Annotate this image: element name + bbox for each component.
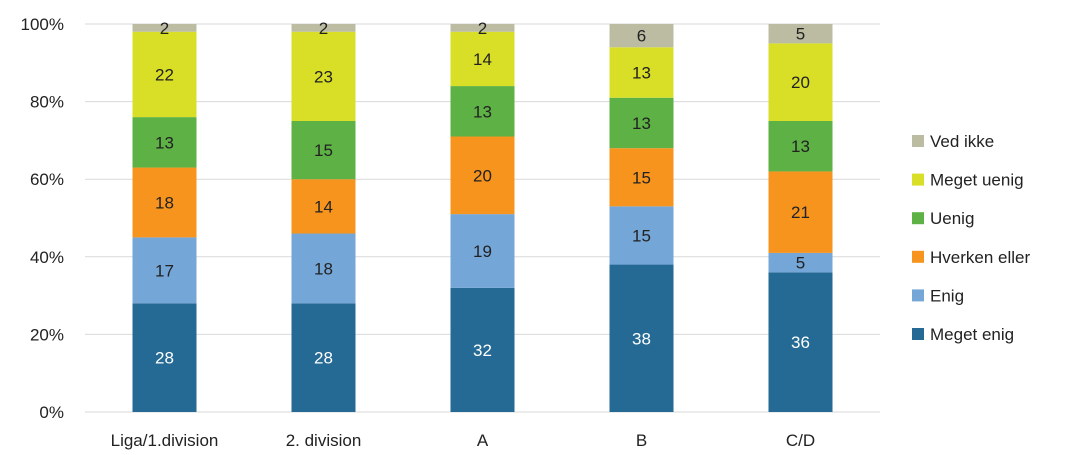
data-label: 13: [632, 114, 651, 133]
legend-label: Hverken eller: [930, 248, 1030, 267]
data-label: 18: [155, 193, 174, 212]
data-label: 14: [314, 197, 333, 216]
x-tick-label: C/D: [786, 431, 815, 450]
data-label: 17: [155, 261, 174, 280]
x-tick-label: Liga/1.division: [111, 431, 219, 450]
y-axis-tick-labels: 0% 20% 40% 60% 80% 100%: [21, 15, 64, 422]
legend-label: Enig: [930, 286, 964, 305]
y-tick-label: 80%: [30, 93, 64, 112]
x-axis-category-labels: Liga/1.division 2. division A B C/D: [111, 431, 816, 450]
legend-swatch: [912, 174, 924, 186]
legend-swatch: [912, 135, 924, 147]
legend-label: Uenig: [930, 209, 974, 228]
legend-swatch: [912, 212, 924, 224]
data-label: 19: [473, 242, 492, 261]
data-label: 23: [314, 67, 333, 86]
y-tick-label: 60%: [30, 170, 64, 189]
data-label: 20: [473, 166, 492, 185]
data-label: 28: [314, 349, 333, 368]
legend-swatch: [912, 328, 924, 340]
data-label: 15: [632, 226, 651, 245]
data-label: 15: [314, 141, 333, 160]
legend-label: Meget enig: [930, 325, 1014, 344]
data-label: 14: [473, 50, 492, 69]
data-label: 36: [791, 333, 810, 352]
legend: Ved ikke Meget uenig Uenig Hverken eller Eni…: [912, 132, 1030, 344]
legend-label: Ved ikke: [930, 132, 994, 151]
data-label: 5: [796, 25, 805, 44]
legend-swatch: [912, 289, 924, 301]
data-label: 6: [637, 27, 646, 46]
x-tick-label: 2. division: [286, 431, 362, 450]
x-tick-label: B: [636, 431, 647, 450]
data-label: 13: [791, 137, 810, 156]
data-label: 20: [791, 73, 810, 92]
x-tick-label: A: [477, 431, 489, 450]
legend-swatch: [912, 251, 924, 263]
y-tick-label: 40%: [30, 248, 64, 267]
data-label: 5: [796, 254, 805, 273]
data-label: 22: [155, 65, 174, 84]
data-label: 2: [160, 19, 169, 38]
y-tick-label: 20%: [30, 325, 64, 344]
data-label: 15: [632, 168, 651, 187]
y-tick-label: 100%: [21, 15, 64, 34]
data-label: 38: [632, 329, 651, 348]
data-label: 2: [319, 19, 328, 38]
data-label: 32: [473, 341, 492, 360]
legend-label: Meget uenig: [930, 171, 1024, 190]
data-label: 13: [155, 133, 174, 152]
data-label: 28: [155, 349, 174, 368]
data-label: 13: [473, 102, 492, 121]
data-label: 21: [791, 203, 810, 222]
data-label: 18: [314, 259, 333, 278]
y-tick-label: 0%: [39, 403, 64, 422]
data-label: 13: [632, 64, 651, 83]
data-label: 2: [478, 19, 487, 38]
